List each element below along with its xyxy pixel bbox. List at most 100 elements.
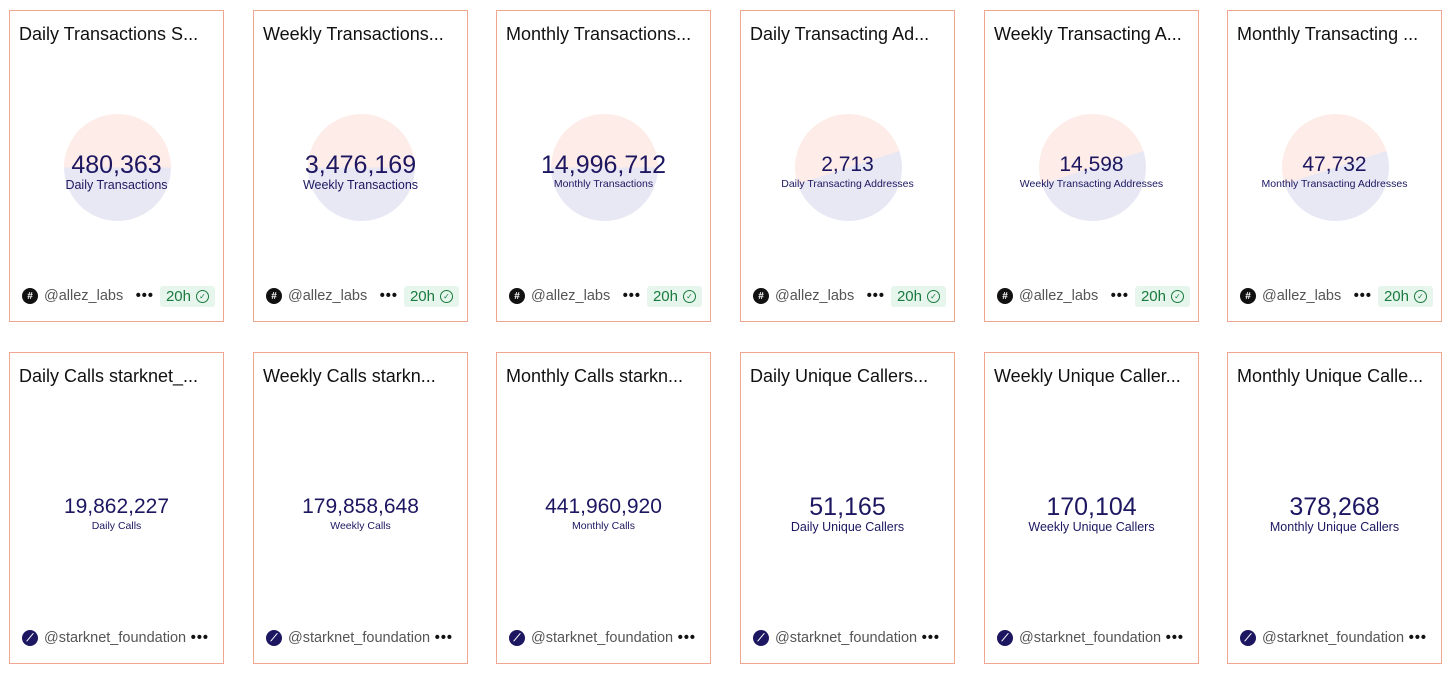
counter-card[interactable]: Monthly Calls starkn... 441,960,920 Mont… [496,352,711,664]
more-options-button[interactable]: ••• [677,630,696,646]
more-options-button[interactable]: ••• [1110,288,1129,304]
check-circle-icon: ✓ [440,289,453,303]
counter-value: 47,732 [1302,153,1367,176]
starknet-avatar-icon: ⟋ [997,630,1013,646]
more-options-button[interactable]: ••• [379,288,398,304]
counter-label: Weekly Unique Callers [1028,520,1155,534]
owner-link[interactable]: @allez_labs [531,288,611,304]
card-title[interactable]: Weekly Transacting A... [994,24,1182,44]
owner-link[interactable]: @starknet_foundation [44,630,187,646]
card-footer: # @allez_labs ••• 20h ✓ [753,285,946,307]
counter-card[interactable]: Daily Transacting Ad... 2,713 Daily Tran… [740,10,955,322]
counter-label: Daily Transacting Addresses [781,178,914,190]
age-text: 20h [1383,287,1409,305]
card-title[interactable]: Weekly Transactions... [263,24,444,44]
card-title[interactable]: Daily Unique Callers... [750,366,929,386]
counter-card[interactable]: Monthly Transacting ... 47,732 Monthly T… [1227,10,1442,322]
check-circle-icon: ✓ [1171,289,1184,303]
counter-value: 19,862,227 [63,495,170,518]
counter-value: 51,165 [809,493,886,521]
more-options-button[interactable]: ••• [1165,630,1184,646]
counter-value: 441,960,920 [545,495,662,518]
counter-card[interactable]: Monthly Unique Calle... 378,268 Monthly … [1227,352,1442,664]
age-text: 20h [896,287,922,305]
card-title[interactable]: Monthly Calls starkn... [506,366,684,386]
more-options-button[interactable]: ••• [866,288,885,304]
card-footer: ⟋ @starknet_foundation ••• [997,627,1190,649]
card-footer: ⟋ @starknet_foundation ••• [1240,627,1433,649]
owner-link[interactable]: @allez_labs [288,288,368,304]
owner-link[interactable]: @starknet_foundation [775,630,918,646]
counter-label: Daily Calls [91,520,142,532]
counter-card[interactable]: Daily Transactions S... 480,363 Daily Tr… [9,10,224,322]
card-title[interactable]: Daily Transactions S... [19,24,199,44]
more-options-button[interactable]: ••• [1408,630,1427,646]
more-options-button[interactable]: ••• [622,288,641,304]
allez-labs-avatar-icon: # [509,288,525,304]
card-footer: # @allez_labs ••• 20h ✓ [509,285,702,307]
pie-chart [551,114,658,221]
counter-value: 3,476,169 [304,151,417,179]
allez-labs-avatar-icon: # [997,288,1013,304]
pie-chart [795,114,902,221]
more-options-button[interactable]: ••• [434,630,453,646]
more-options-button[interactable]: ••• [921,630,940,646]
pie-chart [1282,114,1389,221]
card-footer: ⟋ @starknet_foundation ••• [509,627,702,649]
allez-labs-avatar-icon: # [1240,288,1256,304]
allez-labs-avatar-icon: # [753,288,769,304]
owner-link[interactable]: @allez_labs [1262,288,1342,304]
pie-chart [308,114,415,221]
counter-label: Monthly Transactions [553,178,654,190]
counter-card[interactable]: Weekly Calls starkn... 179,858,648 Weekl… [253,352,468,664]
more-options-button[interactable]: ••• [135,288,154,304]
pie-chart [64,114,171,221]
counter-label: Weekly Calls [330,520,391,532]
owner-link[interactable]: @allez_labs [44,288,124,304]
counter-card[interactable]: Weekly Unique Caller... 170,104 Weekly U… [984,352,1199,664]
more-options-button[interactable]: ••• [1353,288,1372,304]
owner-link[interactable]: @starknet_foundation [1019,630,1162,646]
starknet-avatar-icon: ⟋ [1240,630,1256,646]
starknet-avatar-icon: ⟋ [753,630,769,646]
card-title[interactable]: Daily Calls starknet_... [19,366,199,386]
age-text: 20h [409,287,435,305]
card-title[interactable]: Daily Transacting Ad... [750,24,930,44]
counter-value: 378,268 [1289,493,1380,521]
counter-card[interactable]: Daily Unique Callers... 51,165 Daily Uni… [740,352,955,664]
owner-link[interactable]: @starknet_foundation [531,630,674,646]
card-title[interactable]: Monthly Unique Calle... [1237,366,1424,386]
owner-link[interactable]: @allez_labs [775,288,855,304]
card-footer: ⟋ @starknet_foundation ••• [22,627,215,649]
card-footer: # @allez_labs ••• 20h ✓ [1240,285,1433,307]
counter-card[interactable]: Weekly Transactions... 3,476,169 Weekly … [253,10,468,322]
owner-link[interactable]: @allez_labs [1019,288,1099,304]
counter-value: 480,363 [71,151,162,179]
counter-card[interactable]: Daily Calls starknet_... 19,862,227 Dail… [9,352,224,664]
card-title[interactable]: Weekly Unique Caller... [994,366,1181,386]
owner-link[interactable]: @starknet_foundation [1262,630,1405,646]
starknet-avatar-icon: ⟋ [22,630,38,646]
card-footer: # @allez_labs ••• 20h ✓ [22,285,215,307]
counter-value: 14,996,712 [540,151,667,179]
counter-label: Weekly Transacting Addresses [1019,178,1164,190]
counter-card[interactable]: Monthly Transactions... 14,996,712 Month… [496,10,711,322]
age-text: 20h [165,287,191,305]
owner-link[interactable]: @starknet_foundation [288,630,431,646]
card-footer: # @allez_labs ••• 20h ✓ [266,285,459,307]
card-title[interactable]: Monthly Transacting ... [1237,24,1419,44]
counter-value: 179,858,648 [302,495,419,518]
counter-card[interactable]: Weekly Transacting A... 14,598 Weekly Tr… [984,10,1199,322]
check-circle-icon: ✓ [683,289,696,303]
card-title[interactable]: Monthly Transactions... [506,24,692,44]
more-options-button[interactable]: ••• [190,630,209,646]
card-footer: ⟋ @starknet_foundation ••• [753,627,946,649]
freshness-badge: 20h ✓ [890,285,946,307]
counter-label: Monthly Calls [571,520,636,532]
freshness-badge: 20h ✓ [159,285,215,307]
starknet-avatar-icon: ⟋ [266,630,282,646]
check-circle-icon: ✓ [927,289,940,303]
counter-value: 14,598 [1059,153,1124,176]
card-footer: ⟋ @starknet_foundation ••• [266,627,459,649]
card-title[interactable]: Weekly Calls starkn... [263,366,436,386]
